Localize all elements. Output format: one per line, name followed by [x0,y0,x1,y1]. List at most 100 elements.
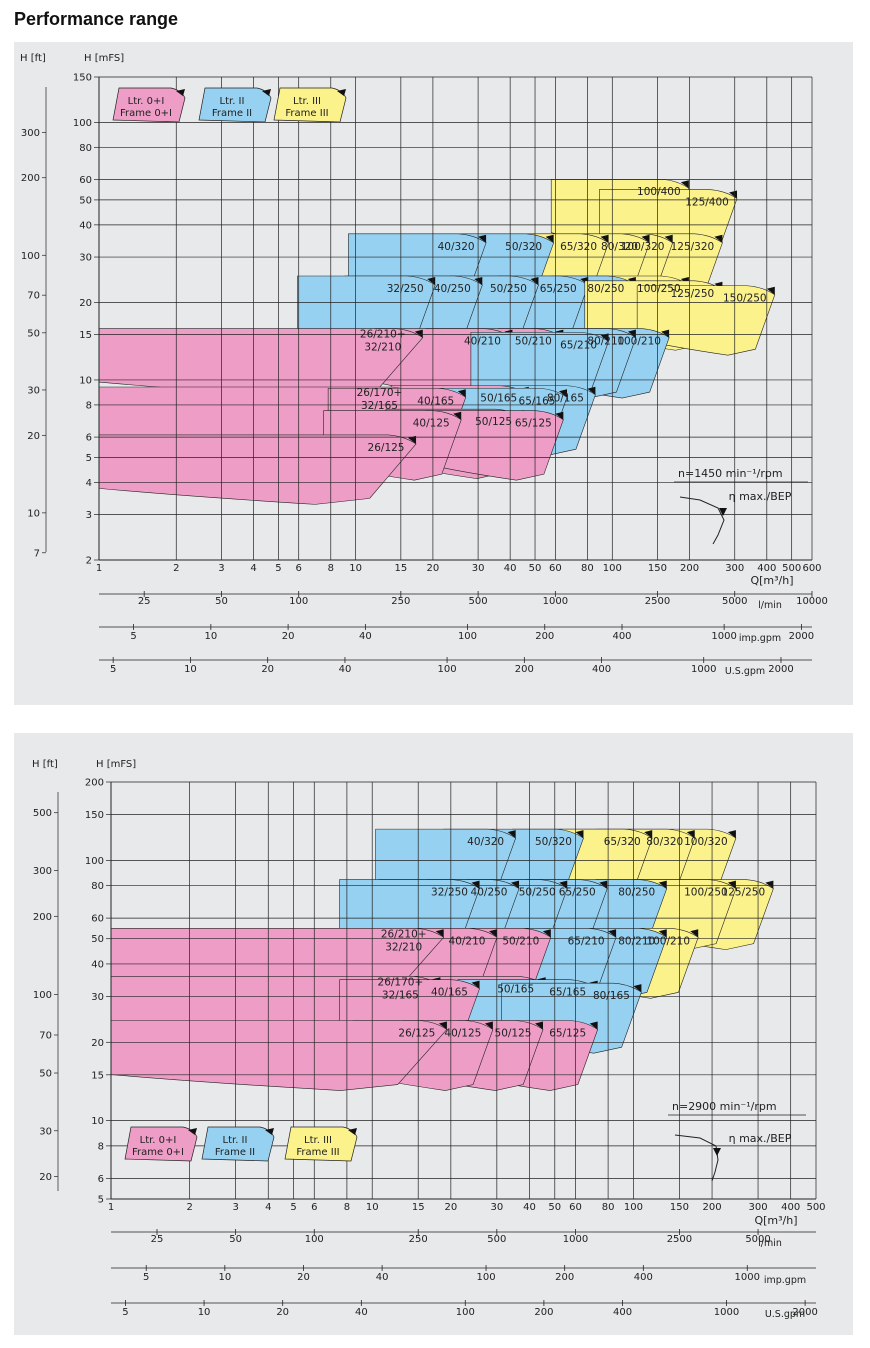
y-tick-label: 6 [86,433,92,444]
bep-marker [453,411,462,420]
x-tick-label: 80 [581,563,594,574]
x-tick-label: 100 [624,1202,643,1213]
pump-label-65-125: 65/125 [549,1027,586,1039]
bep-marker [680,180,689,189]
x-axis-title-q: Q[m³/h] [750,574,793,587]
scale-tick-label: 10 [218,1272,231,1283]
y-tick-label: 150 [73,73,92,84]
bep-label: η max./BEP [729,490,792,503]
scale-tick-label: 25 [151,1234,164,1245]
pump-areas [98,178,776,505]
y-tick-label: 100 [73,118,92,129]
scale-tick-label: 20 [282,631,295,642]
pump-label-26-170--32-165: 32/165 [382,989,419,1001]
speed-label: n=2900 min⁻¹/rpm [672,1100,777,1113]
legend-line1: Ltr. 0+I [128,96,165,107]
x-tick-label: 60 [569,1202,582,1213]
pump-label-50-320: 50/320 [505,241,542,253]
legend-line2: Frame III [296,1147,339,1158]
pump-label-100-250: 100/250 [684,887,728,899]
x-tick-label: 1 [108,1202,114,1213]
x-tick-label: 20 [427,563,440,574]
legend-marker [348,1128,357,1135]
scale-tick-label: 1000 [563,1234,588,1245]
bep-marker [471,980,480,989]
bep-marker [438,1021,447,1030]
x-tick-label: 1 [96,563,102,574]
scale-tick-label: 2500 [645,596,670,607]
x-tick-label: 20 [444,1202,457,1213]
x-scale-xlabel_imp: 5 10 20 40 100 200 400 1000 imp.gpm [111,1265,816,1286]
ft-tick-label: 200 [21,173,40,184]
x-axis-q: 1 2 3 4 5 6 8 10 15 20 30 40 50 60 80 100 150 200 300 400 50… [96,563,822,587]
pump-label-100-250: 100/250 [637,283,681,295]
pump-label-26-210--32-210: 32/210 [385,941,422,953]
bep-marker [408,435,417,444]
x-tick-label: 10 [366,1202,379,1213]
pump-label-40-165: 40/165 [417,395,454,407]
pump-label-26-210--32-210: 32/210 [364,342,401,354]
y-axis-title-ft: H [ft] [32,759,58,770]
scale-tick-label: 5000 [745,1234,770,1245]
bep-marker [727,880,736,889]
scale-tick-label: 200 [534,1307,553,1318]
y-tick-label: 80 [79,143,92,154]
pump-label-65-165: 65/165 [549,987,586,999]
x-tick-label: 15 [412,1202,425,1213]
pump-label-50-210: 50/210 [502,935,539,947]
pump-label-40-210: 40/210 [449,935,486,947]
bep-marker [727,830,736,839]
scale-tick-label: 40 [359,631,372,642]
pump-label-50-210: 50/210 [515,336,552,348]
scale-tick-label: 50 [229,1234,242,1245]
x-tick-label: 30 [490,1202,503,1213]
scale-title: imp.gpm [764,1275,806,1286]
ft-tick-label: 300 [21,128,40,139]
pump-label-26-210--32-210: 26/210+ [381,928,427,940]
x-tick-label: 600 [802,563,821,574]
bep-marker [484,1021,493,1030]
x-scale-xlabel_l: 25 50 100 250 500 1000 2500 5000 10000 l/min [99,591,828,611]
bep-marker [608,929,617,938]
pump-label-26-170--32-165: 26/170+ [357,387,403,399]
bep-marker [587,386,596,395]
x-tick-label: 150 [648,563,667,574]
scale-tick-label: 40 [355,1307,368,1318]
legend-line1: Ltr. 0+I [140,1135,177,1146]
x-tick-label: 30 [472,563,485,574]
ft-tick-label: 7 [34,548,40,559]
x-tick-label: 3 [232,1202,238,1213]
y-tick-label: 100 [85,856,104,867]
x-tick-label: 2 [186,1202,192,1213]
scale-tick-label: 1000 [711,631,736,642]
pump-label-65-210: 65/210 [560,339,597,351]
pump-label-40-165: 40/165 [431,987,468,999]
scale-tick-label: 400 [592,664,611,675]
ft-tick-label: 50 [27,328,40,339]
scale-tick-label: 400 [613,1307,632,1318]
pump-label-26-125: 26/125 [368,442,405,454]
scale-tick-label: 20 [261,664,274,675]
x-tick-label: 100 [603,563,622,574]
legend-marker [176,89,185,96]
legend-marker [262,89,271,96]
scale-tick-label: 2500 [667,1234,692,1245]
ft-tick-label: 70 [39,1030,52,1041]
ft-tick-label: 500 [33,808,52,819]
x-tick-label: 40 [523,1202,536,1213]
pump-label-40-320: 40/320 [438,241,475,253]
x-tick-label: 200 [703,1202,722,1213]
pump-label-100-210: 100/210 [617,336,661,348]
scale-tick-label: 250 [409,1234,428,1245]
bep-marker [545,234,554,243]
scale-tick-label: 10 [198,1307,211,1318]
y-axis-ft: 7 10 20 30 50 70 100 200 300 [21,87,47,559]
bep-marker [686,830,695,839]
ft-tick-label: 70 [27,291,40,302]
x-tick-label: 150 [670,1202,689,1213]
scale-tick-label: 40 [339,664,352,675]
ft-tick-label: 30 [39,1126,52,1137]
